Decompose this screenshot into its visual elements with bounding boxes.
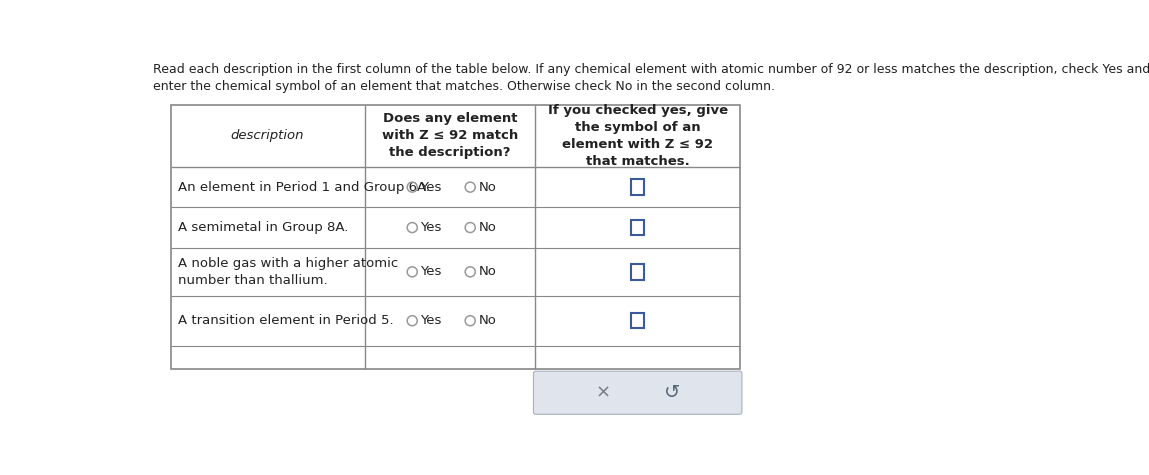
Text: Yes: Yes [421,221,441,234]
Text: Read each description in the first column of the table below. If any chemical el: Read each description in the first colum… [153,63,1149,93]
Text: No: No [478,180,496,194]
Text: An element in Period 1 and Group 6A.: An element in Period 1 and Group 6A. [178,180,431,194]
Text: If you checked yes, give
the symbol of an
element with Z ≤ 92
that matches.: If you checked yes, give the symbol of a… [548,104,727,168]
Text: A semimetal in Group 8A.: A semimetal in Group 8A. [178,221,349,234]
Text: A transition element in Period 5.: A transition element in Period 5. [178,314,394,327]
Bar [632,180,643,195]
Bar [632,220,643,235]
Bar [632,313,643,328]
Text: description: description [231,129,304,142]
Text: Yes: Yes [421,180,441,194]
Bar [171,105,740,369]
Text: A noble gas with a higher atomic
number than thallium.: A noble gas with a higher atomic number … [178,257,399,287]
Text: Yes: Yes [421,314,441,327]
Text: ×: × [595,384,610,402]
FancyBboxPatch shape [533,371,742,414]
Text: Yes: Yes [421,266,441,278]
Bar [632,264,643,279]
Text: ↺: ↺ [664,383,681,402]
Text: No: No [478,314,496,327]
Text: No: No [478,221,496,234]
Text: No: No [478,266,496,278]
Text: Does any element
with Z ≤ 92 match
the description?: Does any element with Z ≤ 92 match the d… [381,113,518,160]
